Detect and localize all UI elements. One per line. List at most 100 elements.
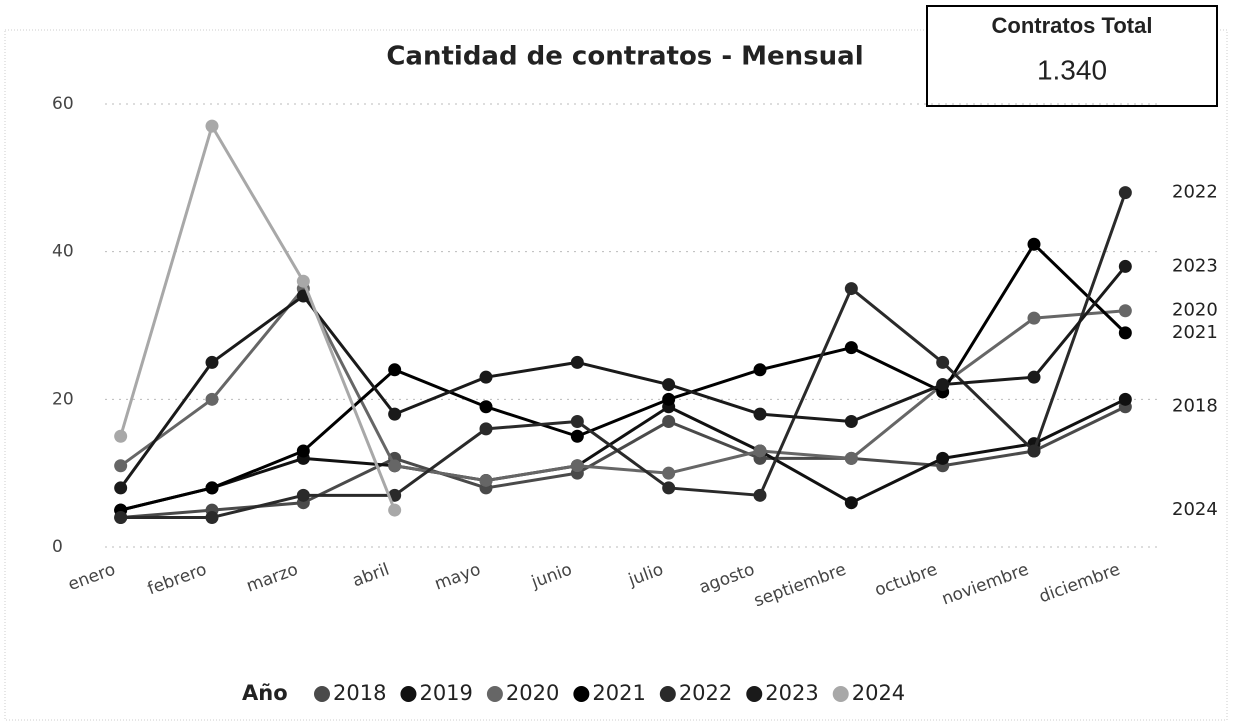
data-point: [114, 459, 128, 473]
data-point: [205, 392, 219, 406]
data-point: [205, 355, 219, 369]
series-end-label: 2018: [1172, 396, 1218, 417]
series-line: [120, 242, 1127, 512]
x-tick-label: junio: [528, 560, 575, 593]
legend-title: Año: [242, 681, 288, 705]
legend-swatch: [659, 686, 676, 702]
series-end-label: 2020: [1172, 300, 1218, 321]
y-tick-label: 20: [52, 389, 74, 409]
data-point: [1027, 444, 1041, 458]
legend: Año 2018 2019 2020 2021 2022 2023 2024: [242, 681, 905, 705]
data-point: [479, 400, 493, 414]
data-point: [388, 459, 402, 473]
series-end-label: 2023: [1172, 255, 1218, 276]
series-line: [119, 124, 397, 511]
series-line: [120, 405, 1126, 519]
data-point: [570, 414, 584, 428]
data-point: [662, 481, 676, 495]
data-point: [936, 355, 950, 369]
legend-label: 2019: [419, 681, 472, 705]
legend-label: 2024: [852, 681, 905, 705]
data-point: [205, 510, 219, 524]
chart-frame: [4, 29, 1228, 721]
data-point: [1027, 311, 1041, 325]
data-point: [936, 451, 950, 465]
x-tick-label: julio: [625, 560, 666, 591]
x-tick-label: octubre: [872, 560, 940, 601]
data-point: [479, 370, 493, 384]
data-point: [844, 451, 858, 465]
data-point: [1118, 186, 1132, 200]
data-point: [296, 274, 310, 288]
series-line: [120, 192, 1127, 519]
data-point: [479, 474, 493, 488]
data-point: [1027, 237, 1041, 251]
data-point: [388, 503, 402, 517]
series-end-label: 2021: [1172, 322, 1218, 343]
legend-swatch: [573, 686, 590, 702]
kpi-label: Contratos Total: [992, 13, 1153, 38]
data-point: [662, 378, 676, 392]
data-point: [1118, 259, 1132, 273]
kpi-value: 1.340: [1037, 54, 1107, 85]
y-tick-label: 60: [52, 94, 74, 114]
data-point: [114, 510, 128, 524]
x-tick-label: mayo: [432, 560, 483, 595]
data-point: [388, 363, 402, 377]
legend-swatch: [314, 686, 330, 702]
x-tick-label: abril: [350, 560, 392, 592]
legend-swatch: [832, 686, 849, 702]
series-line: [119, 265, 1127, 489]
x-tick-label: marzo: [244, 560, 301, 597]
series-line: [120, 397, 1126, 512]
series-end-label: 2024: [1172, 499, 1218, 520]
data-point: [753, 444, 767, 458]
y-tick-label: 0: [52, 537, 63, 557]
data-point: [1118, 392, 1132, 406]
data-point: [753, 407, 767, 421]
data-point: [844, 341, 858, 355]
x-tick-label: diciembre: [1037, 560, 1123, 608]
data-point: [570, 429, 584, 443]
chart-title: Cantidad de contratos - Mensual: [386, 42, 863, 72]
data-point: [388, 407, 402, 421]
data-point: [844, 496, 858, 510]
data-point: [114, 481, 128, 495]
legend-swatch: [486, 686, 503, 702]
x-tick-label: septiembre: [751, 560, 848, 612]
data-point: [1027, 370, 1041, 384]
legend-swatch: [400, 686, 417, 702]
data-point: [844, 414, 858, 428]
data-point: [936, 378, 950, 392]
legend-label: 2021: [592, 681, 645, 705]
data-point: [479, 422, 493, 436]
data-point: [1118, 304, 1132, 318]
x-tick-label: enero: [65, 560, 118, 595]
data-point: [296, 488, 310, 502]
data-point: [205, 481, 219, 495]
legend-swatch: [746, 686, 763, 702]
data-point: [570, 355, 584, 369]
data-point: [662, 466, 676, 480]
data-point: [753, 488, 767, 502]
data-point: [844, 282, 858, 296]
y-tick-label: 40: [52, 242, 74, 262]
x-tick-label: agosto: [697, 560, 758, 598]
data-point: [662, 414, 676, 428]
x-tick-label: febrero: [145, 560, 209, 600]
data-point: [114, 429, 128, 443]
x-tick-label: noviembre: [939, 560, 1031, 610]
legend-label: 2020: [506, 681, 559, 705]
data-point: [662, 392, 676, 406]
data-point: [570, 459, 584, 473]
data-point: [753, 363, 767, 377]
legend-label: 2023: [765, 681, 818, 705]
data-point: [205, 119, 219, 133]
legend-label: 2022: [679, 681, 732, 705]
kpi-card: [926, 5, 1218, 107]
legend-label: 2018: [333, 681, 386, 705]
series-end-label: 2022: [1172, 182, 1218, 203]
data-point: [296, 444, 310, 458]
data-point: [1118, 326, 1132, 340]
